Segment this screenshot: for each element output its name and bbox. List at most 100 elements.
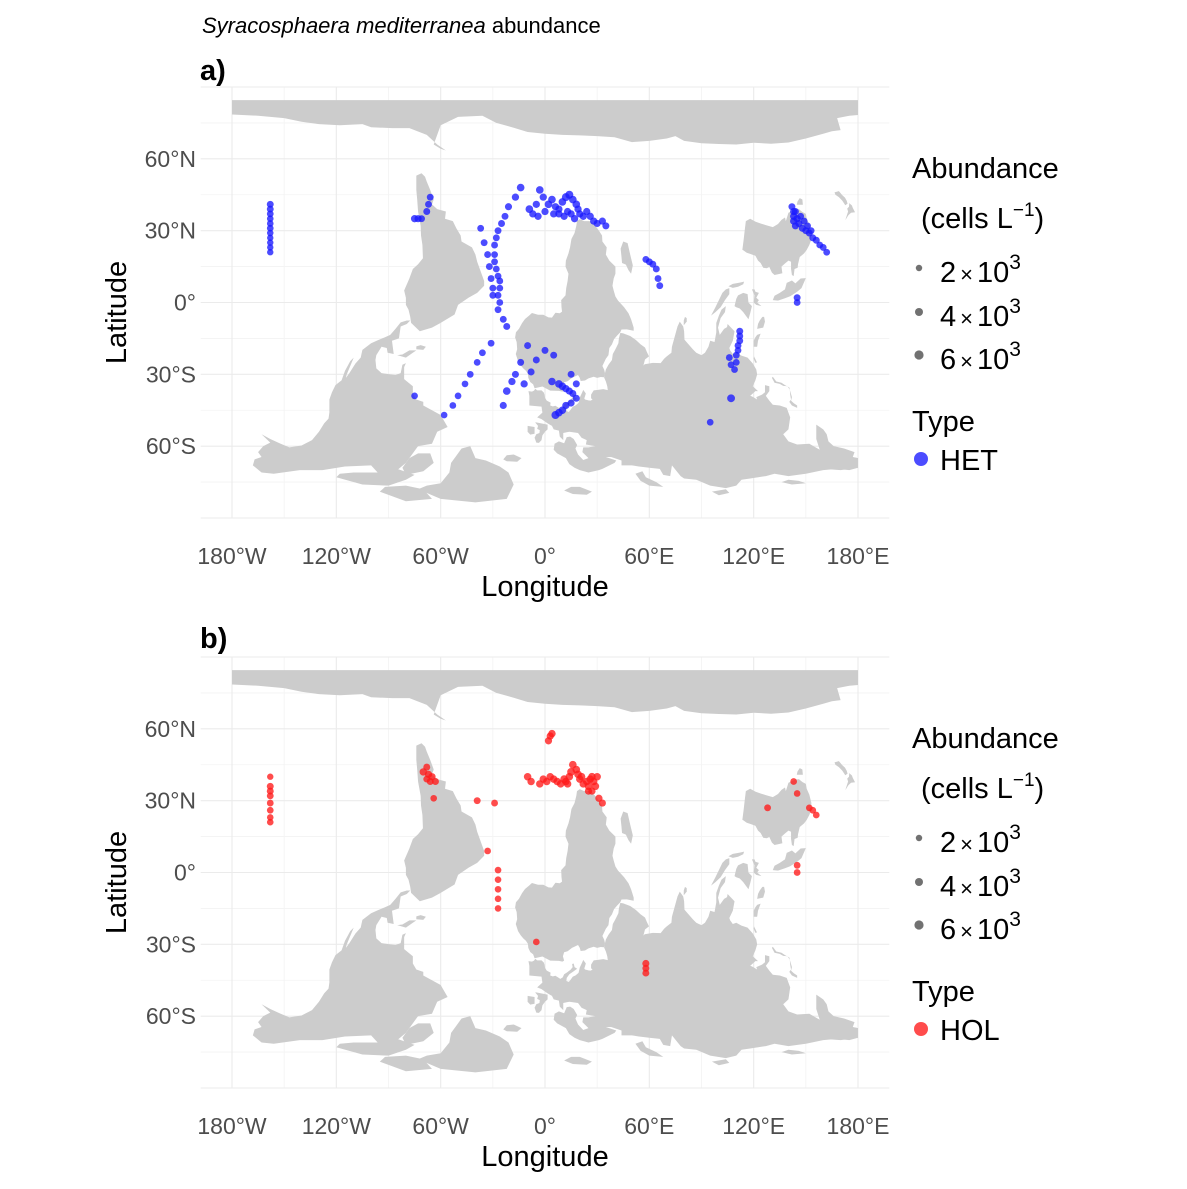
data-point-hol (793, 861, 801, 869)
data-point-het (485, 263, 493, 271)
data-point-het (499, 315, 507, 323)
data-point-het (454, 392, 462, 400)
data-point-het (812, 236, 820, 244)
data-point-het (494, 227, 502, 235)
data-point-hol (598, 799, 606, 807)
data-point-het (423, 208, 431, 215)
data-point-het (498, 220, 506, 227)
data-point-het (541, 346, 549, 354)
legend-size-key (915, 308, 923, 316)
y-tick-label: 30°S (146, 931, 196, 957)
map-panel-b: 180°W 120°W 60°W 0° 60°E 120°E 180°E 60°N 30°N 0°… (101, 656, 890, 1173)
data-point-het (501, 212, 509, 220)
x-axis-title: Longitude (481, 571, 608, 603)
data-point-het (807, 227, 815, 235)
data-point-het (736, 332, 744, 340)
data-point-het (496, 277, 504, 285)
data-point-hol (430, 794, 438, 802)
data-point-hol (527, 777, 535, 786)
data-point-hol (790, 778, 798, 785)
data-point-het (411, 392, 418, 400)
data-point-het (570, 215, 579, 223)
data-point-hol (548, 729, 556, 738)
data-point-het (804, 222, 812, 230)
data-point-het (504, 203, 513, 211)
x-tick-label: 120°W (302, 543, 372, 569)
data-point-het (532, 356, 540, 364)
x-axis-title: Longitude (481, 1141, 608, 1173)
data-point-het (548, 377, 556, 386)
data-point-hol (812, 811, 820, 819)
y-tick-label: 60°S (146, 433, 196, 459)
x-tick-label: 120°E (722, 543, 785, 569)
data-point-het (819, 244, 827, 251)
legend-size-key (915, 878, 923, 886)
x-tick-label: 60°E (624, 543, 674, 569)
data-point-het (652, 265, 660, 273)
data-point-het (267, 244, 274, 251)
x-tick-label: 0° (534, 543, 556, 569)
y-tick-label: 30°N (145, 788, 196, 814)
data-point-hol (266, 799, 274, 807)
data-point-het (548, 195, 556, 204)
data-point-hol (484, 847, 491, 855)
data-point-het (706, 418, 714, 426)
data-point-het (266, 200, 274, 208)
x-tick-label: 180°E (827, 543, 890, 569)
data-point-het (736, 327, 744, 335)
legend-size-key (915, 264, 923, 272)
x-tick-label: 120°E (722, 1113, 785, 1139)
data-point-het (516, 183, 525, 192)
data-point-het (551, 411, 560, 420)
legend-size-units: (cells L−1) (921, 200, 1044, 235)
y-tick-label: 30°S (146, 361, 196, 387)
legend-size-title: Abundance (912, 153, 1059, 185)
map-panel-a: 180°W 120°W 60°W 0° 60°E 120°E 180°E 60°N 30°N 0°… (101, 86, 890, 603)
data-point-het (496, 299, 504, 306)
data-point-het (654, 275, 662, 282)
legend-type-key (914, 452, 928, 466)
legend-type-title: Type (912, 406, 975, 438)
data-point-het (727, 394, 735, 403)
data-point-het (440, 411, 448, 419)
data-point-het (800, 217, 808, 225)
data-point-het (527, 368, 535, 376)
x-tick-label: 180°E (827, 1113, 890, 1139)
data-point-het (731, 366, 738, 373)
y-tick-label: 0° (174, 290, 196, 316)
data-point-het (502, 387, 511, 395)
data-point-het (797, 212, 805, 220)
data-point-het (480, 239, 488, 247)
data-point-het (567, 370, 575, 378)
y-tick-label: 60°N (145, 716, 196, 742)
panel-b: b) 180°W 120°W 60°W 0° 60°E 120°E 180°E 60°N 30°… (101, 623, 1059, 1173)
data-point-het (266, 224, 274, 232)
legend-panel-b: Abundance (cells L−1) 2 × 103 4 × 103 6 × 103 Type H… (912, 723, 1059, 1047)
data-point-het (534, 212, 542, 220)
x-tick-label: 180°W (197, 1113, 267, 1139)
data-point-het (449, 402, 457, 409)
data-point-hol (642, 969, 650, 977)
legend-type-key (914, 1022, 928, 1036)
data-point-het (492, 234, 500, 242)
legend-size-label: 2 × 103 (940, 251, 1021, 289)
data-point-hol (494, 866, 502, 874)
data-point-het (823, 248, 831, 256)
data-point-het (267, 249, 274, 256)
legend-size-label: 4 × 103 (940, 295, 1021, 333)
data-point-het (511, 370, 519, 378)
data-point-hol (266, 806, 274, 814)
y-axis-title: Latitude (101, 261, 133, 364)
data-point-het (466, 370, 474, 378)
x-tick-label: 60°W (412, 543, 469, 569)
data-point-het (791, 207, 799, 216)
panel-b-label: b) (200, 623, 227, 655)
legend-size-key (914, 920, 924, 930)
data-point-het (508, 377, 516, 386)
data-point-het (489, 284, 497, 292)
data-point-het (266, 215, 274, 222)
data-point-het (484, 251, 492, 259)
data-point-het (492, 265, 500, 273)
data-point-het (491, 258, 498, 266)
